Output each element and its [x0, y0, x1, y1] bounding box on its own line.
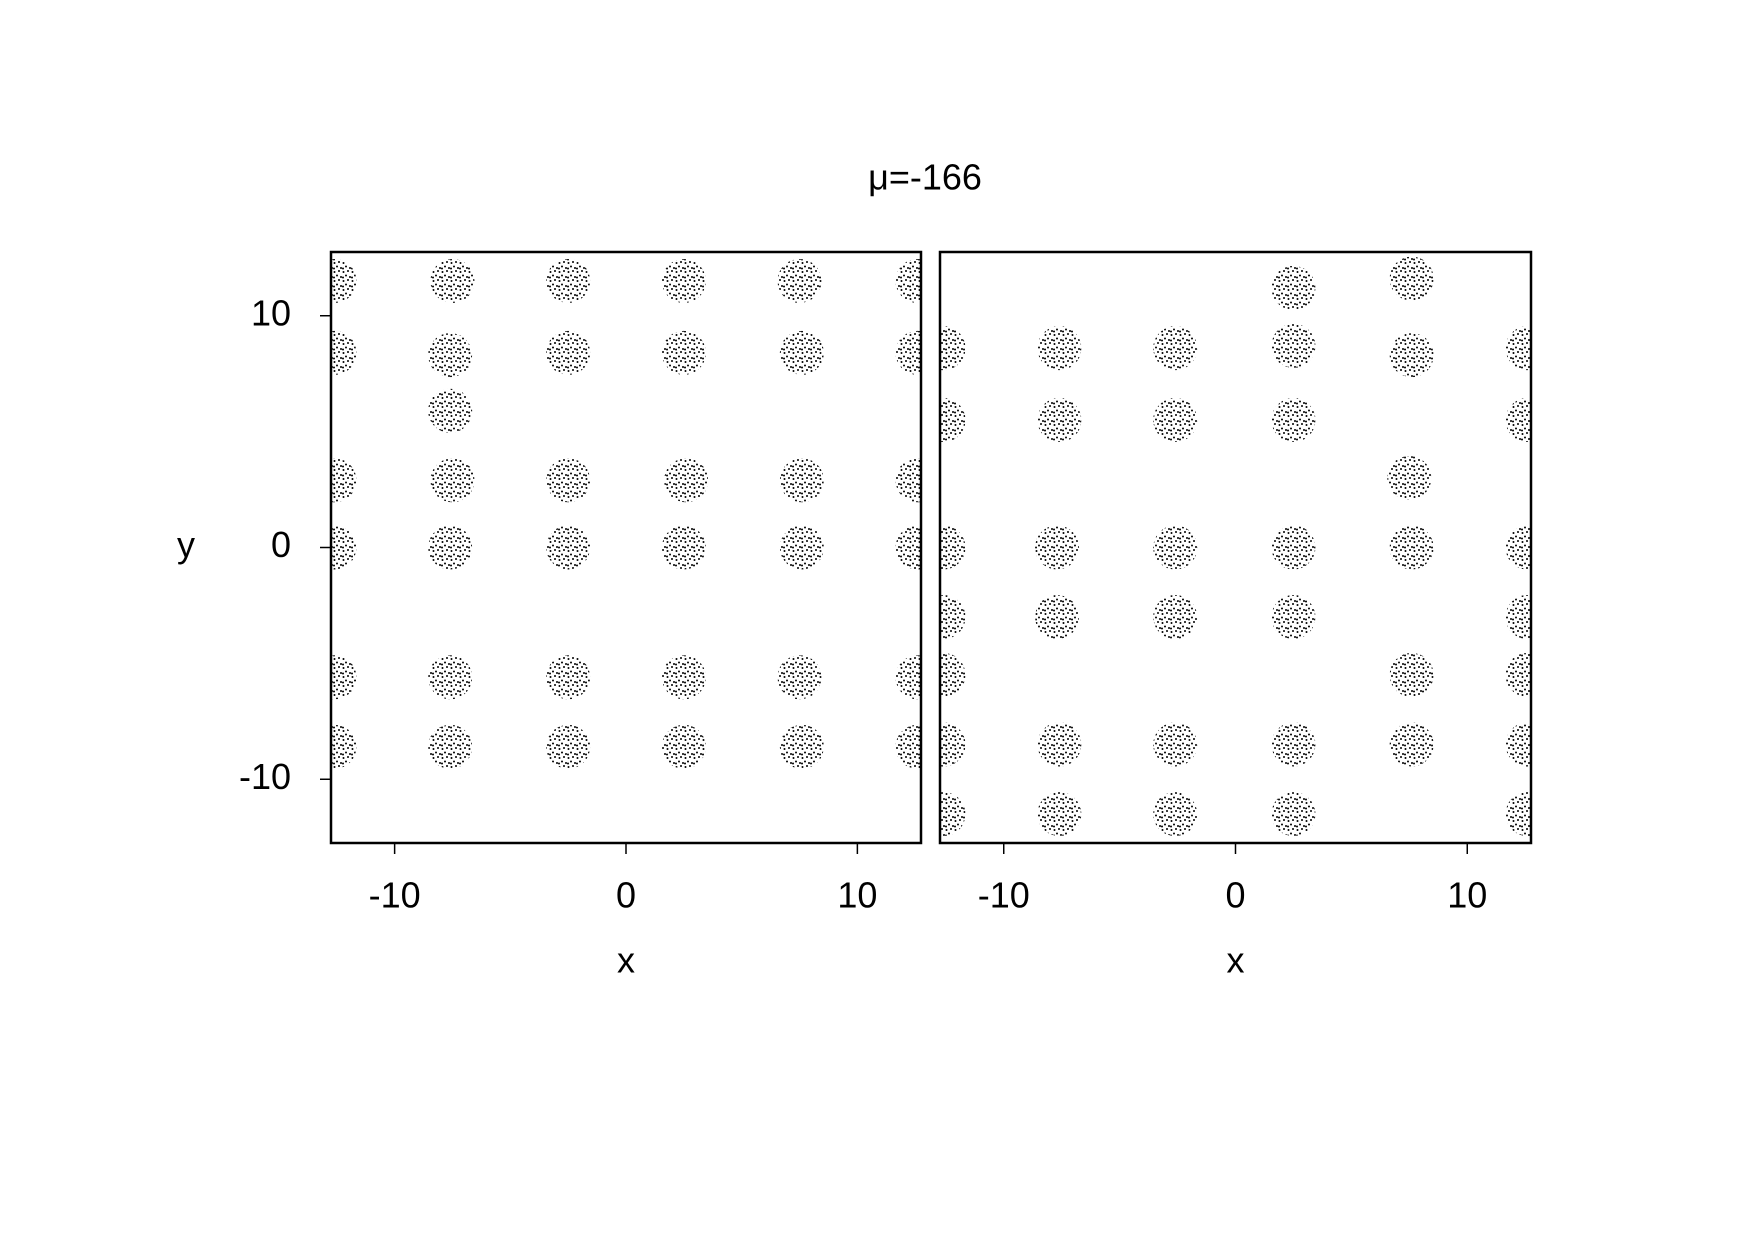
point-cluster	[779, 330, 824, 375]
point-cluster	[546, 724, 591, 769]
point-cluster	[430, 458, 475, 503]
point-cluster	[331, 330, 357, 375]
point-cluster	[1505, 652, 1531, 697]
point-cluster	[1037, 792, 1082, 837]
y-tick-label: -10	[239, 756, 291, 797]
point-cluster	[331, 258, 357, 303]
point-cluster	[940, 652, 966, 697]
point-cluster	[1035, 595, 1080, 640]
point-cluster	[1153, 595, 1198, 640]
x-tick-label: -10	[978, 875, 1030, 916]
point-cluster	[1271, 595, 1316, 640]
point-cluster	[428, 655, 473, 700]
point-cluster	[661, 330, 706, 375]
point-cluster	[1035, 525, 1080, 570]
plot-area	[331, 258, 921, 769]
point-cluster	[1153, 326, 1198, 371]
point-cluster	[664, 458, 709, 503]
point-cluster	[546, 525, 591, 570]
plot-area	[940, 256, 1531, 837]
point-cluster	[1389, 525, 1434, 570]
point-cluster	[940, 525, 966, 570]
point-cluster	[1271, 525, 1316, 570]
point-cluster	[895, 330, 921, 375]
point-cluster	[940, 326, 966, 371]
point-cluster	[430, 258, 475, 303]
point-cluster	[661, 525, 706, 570]
point-cluster	[940, 398, 966, 443]
point-cluster	[1505, 722, 1531, 767]
point-cluster	[777, 258, 822, 303]
point-cluster	[1505, 792, 1531, 837]
point-cluster	[1037, 722, 1082, 767]
plot-frame	[938, 250, 1533, 845]
point-cluster	[1037, 326, 1082, 371]
point-cluster	[1505, 326, 1531, 371]
point-cluster	[428, 333, 473, 378]
point-cluster	[779, 458, 824, 503]
point-cluster	[546, 458, 591, 503]
point-cluster	[1271, 722, 1316, 767]
x-tick-label: 0	[1225, 875, 1245, 916]
y-axis-label: y	[177, 524, 195, 565]
point-cluster	[1389, 333, 1434, 378]
point-cluster	[331, 525, 357, 570]
point-cluster	[331, 724, 357, 769]
point-cluster	[428, 388, 473, 433]
point-cluster	[1271, 398, 1316, 443]
point-cluster	[1037, 398, 1082, 443]
x-tick-label: -10	[369, 875, 421, 916]
point-cluster	[661, 724, 706, 769]
x-tick-label: 10	[1447, 875, 1487, 916]
point-cluster	[1271, 792, 1316, 837]
point-cluster	[546, 258, 591, 303]
point-cluster	[1389, 722, 1434, 767]
point-cluster	[1153, 722, 1198, 767]
figure-title: μ=-166	[868, 157, 982, 198]
point-cluster	[940, 595, 966, 640]
point-cluster	[661, 655, 706, 700]
point-cluster	[1387, 455, 1432, 500]
x-tick-label: 10	[837, 875, 877, 916]
point-cluster	[428, 525, 473, 570]
point-cluster	[895, 258, 921, 303]
point-cluster	[546, 330, 591, 375]
x-axis-label: x	[617, 940, 635, 981]
y-tick-label: 10	[251, 292, 291, 333]
point-cluster	[895, 724, 921, 769]
point-cluster	[777, 655, 822, 700]
point-cluster	[331, 458, 357, 503]
point-cluster	[1153, 398, 1198, 443]
point-cluster	[1389, 256, 1434, 301]
point-cluster	[1271, 323, 1316, 368]
point-cluster	[1153, 792, 1198, 837]
plot-frame	[329, 250, 923, 845]
point-cluster	[895, 655, 921, 700]
point-cluster	[1505, 525, 1531, 570]
point-cluster	[1271, 265, 1316, 310]
point-cluster	[1505, 595, 1531, 640]
x-axis-label: x	[1227, 940, 1245, 981]
point-cluster	[331, 655, 357, 700]
point-cluster	[779, 525, 824, 570]
point-cluster	[1153, 525, 1198, 570]
point-cluster	[428, 724, 473, 769]
point-cluster	[1505, 398, 1531, 443]
point-cluster	[940, 792, 966, 837]
point-cluster	[940, 722, 966, 767]
point-cluster	[895, 525, 921, 570]
x-tick-label: 0	[616, 875, 636, 916]
point-cluster	[895, 458, 921, 503]
point-cluster	[1389, 652, 1434, 697]
point-cluster	[661, 258, 706, 303]
point-cluster	[779, 724, 824, 769]
point-cluster	[546, 655, 591, 700]
y-tick-label: 0	[271, 524, 291, 565]
